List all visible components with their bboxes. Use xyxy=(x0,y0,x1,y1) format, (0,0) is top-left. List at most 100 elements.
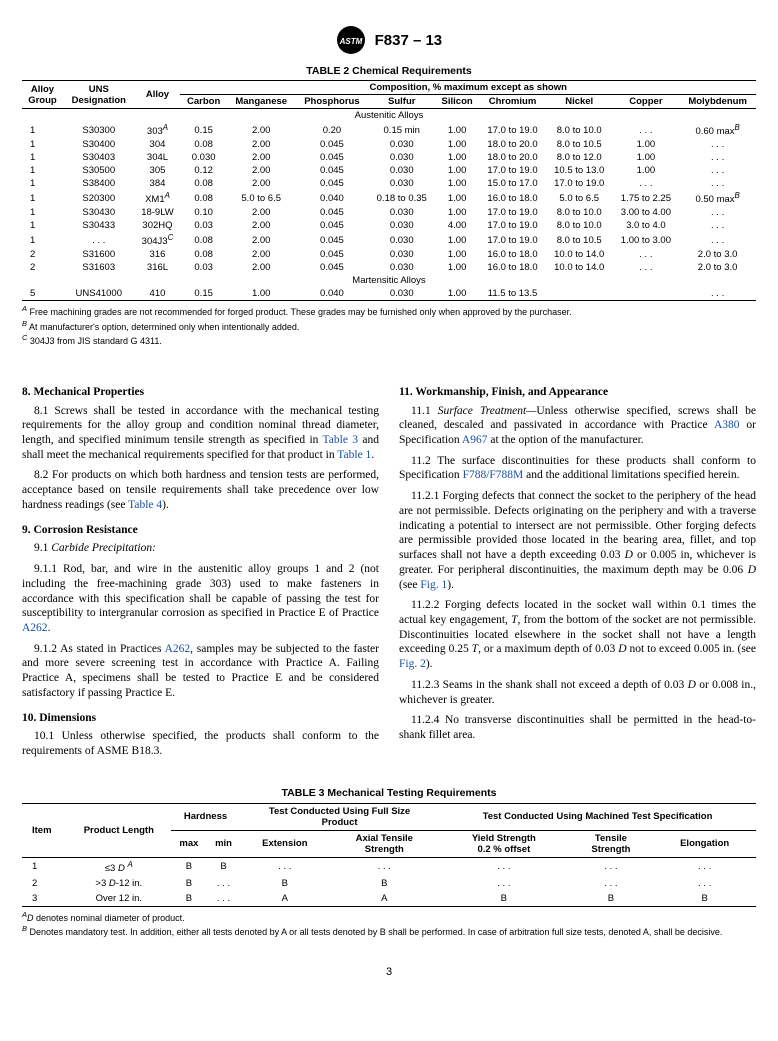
ref-table-4[interactable]: Table 4 xyxy=(128,499,162,511)
table-cell: 0.03 xyxy=(180,219,227,232)
table-cell: 0.045 xyxy=(295,177,368,190)
table2-title: TABLE 2 Chemical Requirements xyxy=(22,65,756,77)
ref-a380[interactable]: A380 xyxy=(714,419,740,431)
para-9-1-1: 9.1.1 Rod, bar, and wire in the austenit… xyxy=(22,562,379,636)
table-cell: 1.00 xyxy=(435,177,479,190)
table-cell: B xyxy=(171,857,207,876)
table-cell: 2.00 xyxy=(227,122,296,138)
table-cell: 304J3C xyxy=(135,232,181,248)
para-9-1-2: 9.1.2 As stated in Practices A262, sampl… xyxy=(22,642,379,701)
table-cell: 2.0 to 3.0 xyxy=(679,261,756,274)
table-cell: 0.15 min xyxy=(368,122,435,138)
para-9-1: 9.1 Carbide Precipitation: xyxy=(22,541,379,556)
col-molybdenum: Molybdenum xyxy=(679,95,756,109)
table-cell: 2.00 xyxy=(227,261,296,274)
col-hardness: Hardness xyxy=(171,803,240,830)
ref-table-3[interactable]: Table 3 xyxy=(323,434,358,446)
table-cell: 16.0 to 18.0 xyxy=(479,248,546,261)
table-cell: 0.50 maxB xyxy=(679,190,756,206)
table-cell: 0.08 xyxy=(180,138,227,151)
ref-fig-1[interactable]: Fig. 1 xyxy=(420,579,447,591)
table-cell: 1 xyxy=(22,151,63,164)
ref-a262-2[interactable]: A262 xyxy=(165,643,191,655)
table2-footnotes: A Free machining grades are not recommen… xyxy=(22,304,756,346)
table-cell: 0.03 xyxy=(180,261,227,274)
table-cell: 2.00 xyxy=(227,138,296,151)
table-cell: 18-9LW xyxy=(135,206,181,219)
table-cell: 0.030 xyxy=(368,248,435,261)
table-cell: 0.030 xyxy=(180,151,227,164)
table-cell: 5.0 to 6.5 xyxy=(227,190,296,206)
table-cell: XM1A xyxy=(135,190,181,206)
para-11-2-3: 11.2.3 Seams in the shank shall not exce… xyxy=(399,678,756,707)
col-tensile: TensileStrength xyxy=(569,830,654,857)
para-11-1: 11.1 Surface Treatment—Unless otherwise … xyxy=(399,404,756,448)
table-cell: 1.00 xyxy=(613,138,680,151)
table-cell: 1 xyxy=(22,219,63,232)
table-cell: 0.15 xyxy=(180,287,227,301)
table3-title: TABLE 3 Mechanical Testing Requirements xyxy=(22,787,756,799)
table-cell: B xyxy=(171,891,207,907)
table-cell: B xyxy=(330,876,440,891)
table-row: 1. . .304J3C0.082.000.0450.0301.0017.0 t… xyxy=(22,232,756,248)
table-cell: 0.030 xyxy=(368,177,435,190)
body-two-column: 8. Mechanical Properties 8.1 Screws shal… xyxy=(22,375,756,765)
table-cell: 0.030 xyxy=(368,261,435,274)
ref-a262-1[interactable]: A262 xyxy=(22,622,48,634)
col-carbon: Carbon xyxy=(180,95,227,109)
table-cell: B xyxy=(207,857,240,876)
table-cell: B xyxy=(439,891,569,907)
table-cell xyxy=(613,287,680,301)
table-row: 1S20300XM1A0.085.0 to 6.50.0400.18 to 0.… xyxy=(22,190,756,206)
col-phosphorus: Phosphorus xyxy=(295,95,368,109)
section-10-heading: 10. Dimensions xyxy=(22,711,379,726)
table-cell: 1.00 xyxy=(435,248,479,261)
col-uns: UNSDesignation xyxy=(63,81,135,109)
table-cell: S30433 xyxy=(63,219,135,232)
table-cell: 302HQ xyxy=(135,219,181,232)
table-cell: 0.15 xyxy=(180,122,227,138)
table-cell: 0.18 to 0.35 xyxy=(368,190,435,206)
table-row: 1S305003050.122.000.0450.0301.0017.0 to … xyxy=(22,164,756,177)
ref-table-1[interactable]: Table 1 xyxy=(337,449,371,461)
table-cell: 0.08 xyxy=(180,248,227,261)
ref-f788[interactable]: F788/F788M xyxy=(463,469,524,481)
table-cell: 0.040 xyxy=(295,287,368,301)
table-row: 5UNS410004100.151.000.0400.0301.0011.5 t… xyxy=(22,287,756,301)
table-cell: 1.00 xyxy=(613,164,680,177)
table-cell: S30430 xyxy=(63,206,135,219)
astm-logo-icon: ASTM xyxy=(336,25,366,55)
table-cell: B xyxy=(569,891,654,907)
table-cell: 1 xyxy=(22,232,63,248)
ref-a967[interactable]: A967 xyxy=(462,434,488,446)
table-cell: 0.030 xyxy=(368,151,435,164)
table-cell: A xyxy=(330,891,440,907)
table-cell: 1.00 xyxy=(435,287,479,301)
para-11-2-1: 11.2.1 Forging defects that connect the … xyxy=(399,489,756,592)
col-item: Item xyxy=(22,803,67,857)
table-cell: 0.030 xyxy=(368,206,435,219)
ref-fig-2[interactable]: Fig. 2 xyxy=(399,658,426,670)
table-cell: 8.0 to 10.0 xyxy=(546,219,613,232)
table-cell: 0.10 xyxy=(180,206,227,219)
page-number: 3 xyxy=(22,966,756,978)
table-row: 2S31603316L0.032.000.0450.0301.0016.0 to… xyxy=(22,261,756,274)
table-cell: . . . xyxy=(679,177,756,190)
right-column: 11. Workmanship, Finish, and Appearance … xyxy=(399,375,756,765)
table-cell: 17.0 to 19.0 xyxy=(479,164,546,177)
table-cell: 3.0 to 4.0 xyxy=(613,219,680,232)
table-cell: S30300 xyxy=(63,122,135,138)
table-row: 1≤3 D ABB. . .. . .. . .. . .. . . xyxy=(22,857,756,876)
table-cell: 4.00 xyxy=(435,219,479,232)
table-cell: 1 xyxy=(22,177,63,190)
col-nickel: Nickel xyxy=(546,95,613,109)
table-cell: 17.0 to 19.0 xyxy=(479,122,546,138)
table-cell: 303A xyxy=(135,122,181,138)
left-column: 8. Mechanical Properties 8.1 Screws shal… xyxy=(22,375,379,765)
table-cell: 0.040 xyxy=(295,190,368,206)
table-row: 1S384003840.082.000.0450.0301.0015.0 to … xyxy=(22,177,756,190)
para-11-2: 11.2 The surface discontinuities for the… xyxy=(399,454,756,483)
table-cell: . . . xyxy=(613,177,680,190)
table-cell: 2.00 xyxy=(227,177,296,190)
para-11-2-4: 11.2.4 No transverse discontinuities sha… xyxy=(399,713,756,742)
